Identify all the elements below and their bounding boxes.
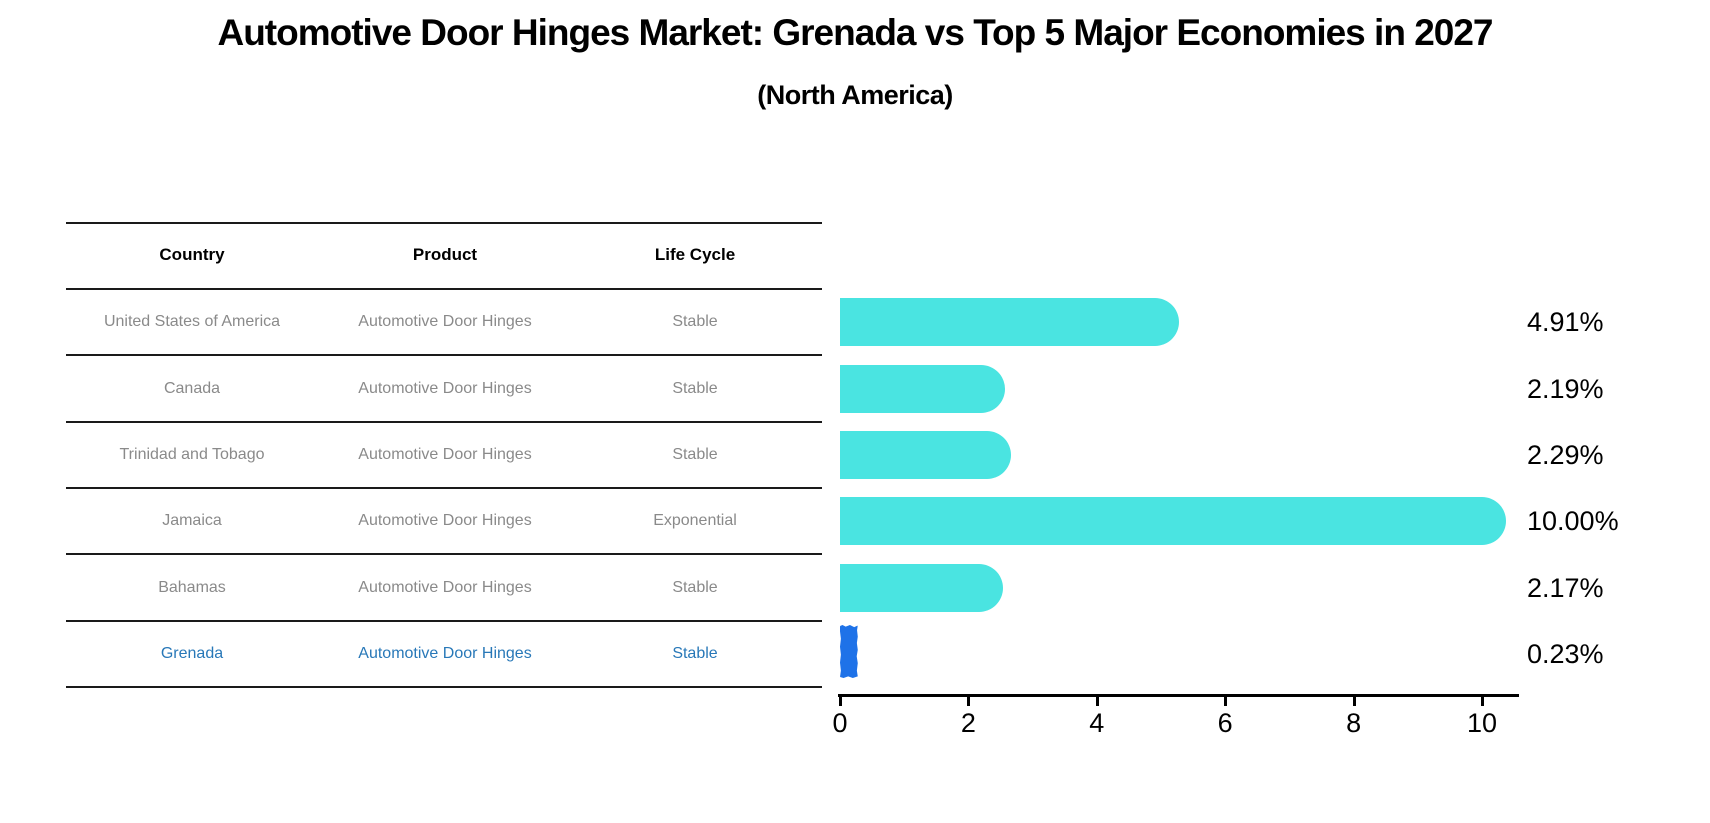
column-header-country: Country bbox=[159, 245, 225, 264]
x-axis-tick-label: 4 bbox=[1089, 708, 1105, 738]
chart-subtitle: (North America) bbox=[757, 80, 953, 110]
x-axis-tick bbox=[1224, 696, 1228, 706]
bar-grenada-highlight bbox=[840, 625, 858, 678]
table-header-rule bbox=[66, 288, 822, 290]
x-axis-tick bbox=[839, 696, 842, 706]
row-divider bbox=[66, 421, 822, 423]
table-cell-country: Jamaica bbox=[162, 512, 222, 529]
value-label: 2.29% bbox=[1527, 440, 1604, 470]
table-cell-life-cycle: Stable bbox=[672, 313, 718, 330]
table-cell-life-cycle: Exponential bbox=[653, 512, 737, 529]
bar-united-states-of-america bbox=[840, 298, 1180, 346]
table-cell-product: Automotive Door Hinges bbox=[358, 313, 532, 330]
table-cell-country: United States of America bbox=[103, 313, 281, 330]
row-divider bbox=[66, 487, 822, 489]
row-divider bbox=[66, 354, 822, 356]
x-axis-line bbox=[838, 694, 1519, 697]
bar-jamaica bbox=[840, 497, 1506, 545]
table-cell-life-cycle: Stable bbox=[672, 446, 718, 463]
x-axis-tick bbox=[967, 696, 971, 706]
table-bottom-rule bbox=[66, 686, 822, 688]
table-cell-country: Canada bbox=[163, 380, 221, 397]
table-cell-country: Bahamas bbox=[158, 579, 226, 596]
value-label: 10.00% bbox=[1527, 506, 1619, 536]
table-cell-life-cycle: Stable bbox=[672, 380, 718, 397]
table-top-rule bbox=[66, 222, 822, 224]
row-divider bbox=[66, 620, 822, 622]
bar-trinidad-and-tobago bbox=[840, 431, 1012, 479]
value-label: 4.91% bbox=[1527, 307, 1604, 337]
value-label: 2.19% bbox=[1527, 374, 1604, 404]
table-cell-product: Automotive Door Hinges bbox=[358, 380, 532, 397]
table-cell-product-grenada: Automotive Door Hinges bbox=[358, 645, 532, 662]
table-cell-product: Automotive Door Hinges bbox=[358, 446, 532, 463]
row-divider bbox=[66, 553, 822, 555]
x-axis-tick bbox=[1095, 696, 1099, 706]
x-axis-tick-label: 2 bbox=[960, 708, 976, 738]
bar-bahamas bbox=[840, 564, 1004, 612]
x-axis-tick bbox=[1481, 696, 1484, 706]
x-axis-tick-label: 6 bbox=[1217, 708, 1233, 738]
x-axis-tick-label: 8 bbox=[1346, 708, 1362, 738]
bar-canada bbox=[840, 365, 1005, 413]
table-cell-life-cycle-grenada: Stable bbox=[672, 645, 718, 662]
column-header-life-cycle: Life Cycle bbox=[654, 245, 736, 264]
x-axis-tick-label: 0 bbox=[832, 708, 848, 738]
table-cell-product: Automotive Door Hinges bbox=[358, 512, 532, 529]
value-label: 0.23% bbox=[1527, 639, 1604, 669]
table-cell-country-grenada: Grenada bbox=[160, 645, 224, 662]
x-axis-tick bbox=[1352, 696, 1356, 706]
table-cell-life-cycle: Stable bbox=[672, 579, 718, 596]
table-cell-country: Trinidad and Tobago bbox=[119, 446, 265, 463]
column-header-product: Product bbox=[412, 245, 478, 264]
x-axis-tick-label: 10 bbox=[1466, 708, 1498, 738]
value-label: 2.17% bbox=[1527, 573, 1604, 603]
chart-title: Automotive Door Hinges Market: Grenada v… bbox=[217, 12, 1493, 53]
table-cell-product: Automotive Door Hinges bbox=[358, 579, 532, 596]
